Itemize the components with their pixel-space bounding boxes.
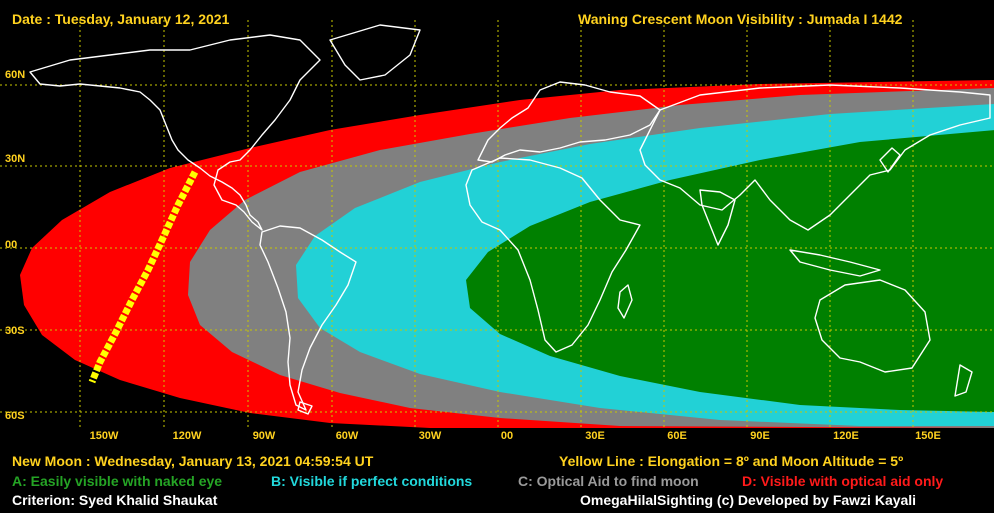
lon-label-00: 00 [500,430,514,442]
legend-zone-a: A: Easily visible with naked eye [12,473,223,489]
africa-outline [465,157,641,353]
new-zealand-outline [954,364,973,397]
north-america-outline [29,34,321,231]
zone-a-region [466,130,994,412]
lon-label-90e: 90E [750,430,770,442]
legend-zone-c: C: Optical Aid to find moon [518,473,699,489]
lon-label-30e: 30E [585,430,605,442]
lat-label-60s: 60S [5,410,25,422]
lon-label-30w: 30W [418,430,442,442]
yellow-line-note: Yellow Line : Elongation = 8º and Moon A… [559,453,904,469]
antarctic-island-outline [297,401,313,415]
yellow-line-limit [88,170,199,384]
indonesia-outline [789,249,881,277]
south-america-outline [259,225,357,411]
japan-outline [879,147,901,173]
lon-label-90w: 90W [252,430,276,442]
australia-outline [814,279,931,373]
lat-label-equator: 00 [5,239,18,251]
asia-outline [639,84,991,231]
developer-credit: OmegaHilalSighting (c) Developed by Fawz… [580,492,917,508]
date-title: Date : Tuesday, January 12, 2021 [12,11,230,27]
lon-label-150e: 150E [915,430,941,442]
lon-label-120w: 120W [172,430,202,442]
lon-label-120e: 120E [833,430,859,442]
lat-label-30s: 30S [5,325,25,337]
lat-label-30n: 30N [5,153,26,165]
criterion-credit: Criterion: Syed Khalid Shaukat [12,492,218,508]
greenland-outline [329,24,421,81]
lon-label-60e: 60E [667,430,687,442]
lon-label-150w: 150W [89,430,119,442]
lat-label-60n: 60N [5,69,26,81]
lon-label-60w: 60W [335,430,359,442]
madagascar-outline [617,284,633,319]
legend-zone-b: B: Visible if perfect conditions [271,473,473,489]
india-outline [699,189,736,246]
legend-zone-d: D: Visible with optical aid only [742,473,944,489]
map-title: Waning Crescent Moon Visibility : Jumada… [578,11,903,27]
new-moon-time: New Moon : Wednesday, January 13, 2021 0… [12,453,374,469]
